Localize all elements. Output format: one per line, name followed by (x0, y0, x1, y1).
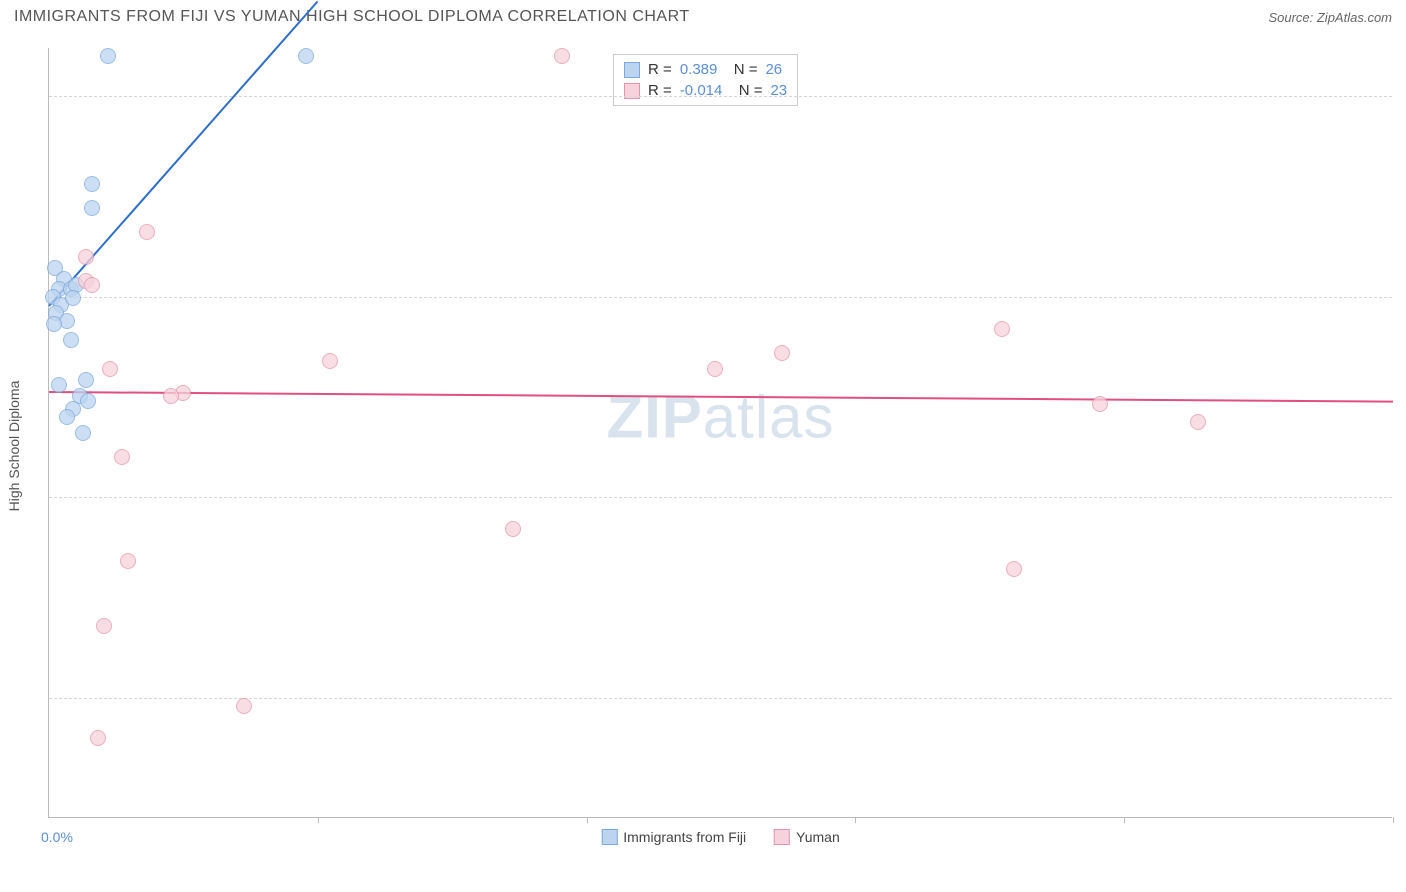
scatter-point (84, 200, 100, 216)
scatter-point (102, 361, 118, 377)
legend-swatch-fiji (601, 829, 617, 845)
scatter-point (1006, 561, 1022, 577)
stats-legend-box: R = 0.389 N = 26 R = -0.014 N = 23 (613, 54, 798, 106)
x-tick-min: 0.0% (41, 829, 73, 845)
watermark: ZIPatlas (606, 383, 834, 452)
source-label: Source: ZipAtlas.com (1268, 10, 1392, 25)
scatter-point (994, 321, 1010, 337)
scatter-point (707, 361, 723, 377)
y-tick-label: 62.5% (1402, 690, 1406, 706)
x-tick-mark (855, 817, 856, 823)
scatter-point (114, 449, 130, 465)
scatter-point (65, 290, 81, 306)
y-tick-label: 75.0% (1402, 489, 1406, 505)
scatter-point (1092, 396, 1108, 412)
x-tick-mark (1393, 817, 1394, 823)
scatter-point (80, 393, 96, 409)
scatter-point (505, 521, 521, 537)
scatter-point (120, 553, 136, 569)
scatter-point (163, 388, 179, 404)
x-tick-mark (587, 817, 588, 823)
scatter-point (236, 698, 252, 714)
scatter-point (78, 249, 94, 265)
scatter-point (46, 316, 62, 332)
scatter-point (90, 730, 106, 746)
scatter-point (774, 345, 790, 361)
chart-title: IMMIGRANTS FROM FIJI VS YUMAN HIGH SCHOO… (14, 8, 690, 26)
gridline (49, 698, 1392, 699)
scatter-point (59, 409, 75, 425)
gridline (49, 297, 1392, 298)
scatter-point (96, 618, 112, 634)
y-axis-label: High School Diploma (6, 381, 22, 512)
scatter-point (63, 332, 79, 348)
scatter-point (84, 176, 100, 192)
scatter-point (322, 353, 338, 369)
scatter-point (1190, 414, 1206, 430)
bottom-legend: Immigrants from Fiji Yuman (601, 829, 840, 845)
swatch-fiji (624, 62, 640, 78)
scatter-point (298, 48, 314, 64)
scatter-point (59, 313, 75, 329)
scatter-point (78, 372, 94, 388)
scatter-point (139, 224, 155, 240)
regression-line (49, 391, 1393, 403)
stats-row-series2: R = -0.014 N = 23 (624, 80, 787, 101)
gridline (49, 497, 1392, 498)
y-tick-label: 87.5% (1402, 289, 1406, 305)
scatter-point (554, 48, 570, 64)
gridline (49, 96, 1392, 97)
legend-item-yuman: Yuman (774, 829, 840, 845)
x-tick-mark (318, 817, 319, 823)
scatter-point (84, 277, 100, 293)
header-row: IMMIGRANTS FROM FIJI VS YUMAN HIGH SCHOO… (0, 0, 1406, 30)
y-tick-label: 100.0% (1402, 88, 1406, 104)
scatter-point (51, 377, 67, 393)
x-tick-mark (1124, 817, 1125, 823)
scatter-point (75, 425, 91, 441)
scatter-chart: ZIPatlas R = 0.389 N = 26 R = -0.014 N =… (48, 48, 1392, 818)
legend-item-fiji: Immigrants from Fiji (601, 829, 746, 845)
legend-swatch-yuman (774, 829, 790, 845)
scatter-point (100, 48, 116, 64)
stats-row-series1: R = 0.389 N = 26 (624, 59, 787, 80)
